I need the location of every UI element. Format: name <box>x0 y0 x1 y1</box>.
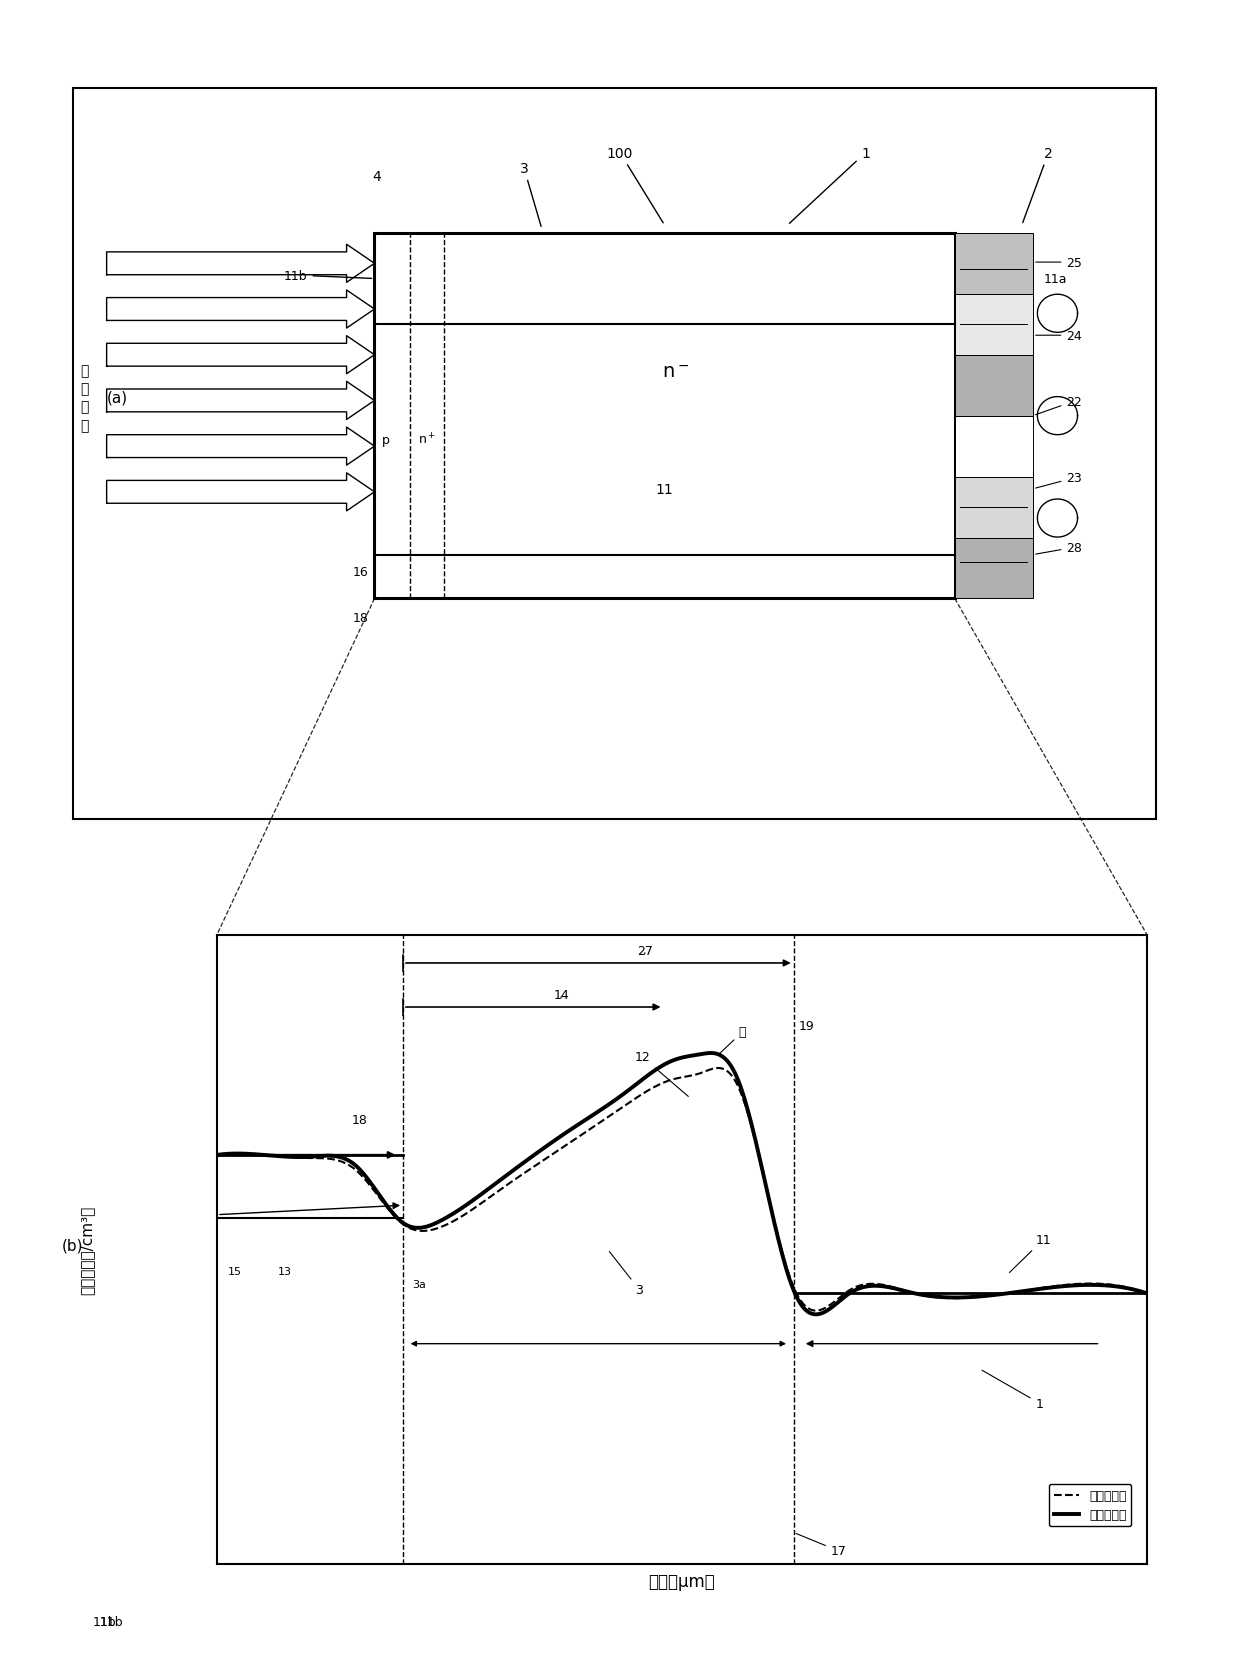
Text: 山: 山 <box>718 1026 746 1056</box>
Text: 23: 23 <box>1035 472 1083 488</box>
Bar <box>374 233 955 599</box>
Text: 18: 18 <box>353 612 370 626</box>
Text: 16: 16 <box>353 566 370 578</box>
Text: 100: 100 <box>606 147 663 223</box>
Bar <box>955 233 1033 295</box>
Text: (a): (a) <box>107 391 128 405</box>
Text: 3: 3 <box>609 1251 644 1296</box>
Text: 11: 11 <box>1009 1233 1052 1273</box>
Text: (b): (b) <box>62 1238 83 1253</box>
Text: n$^-$: n$^-$ <box>662 362 689 382</box>
Text: 11b: 11b <box>284 270 372 283</box>
Text: 24: 24 <box>1035 329 1083 343</box>
Text: 17: 17 <box>796 1534 847 1557</box>
Text: 11a: 11a <box>1044 273 1068 286</box>
Text: 11b: 11b <box>99 1615 123 1629</box>
Text: 18: 18 <box>352 1114 368 1127</box>
Text: p: p <box>382 434 389 447</box>
Bar <box>955 538 1033 599</box>
Text: 11: 11 <box>656 483 673 496</box>
Text: 2: 2 <box>1023 147 1053 223</box>
Text: 3a: 3a <box>412 1279 427 1289</box>
Text: n$^+$: n$^+$ <box>418 432 436 449</box>
Text: 12: 12 <box>635 1051 688 1097</box>
Text: 1: 1 <box>982 1370 1043 1410</box>
Bar <box>955 295 1033 356</box>
Text: 14: 14 <box>553 988 569 1001</box>
Legend: 无激光退火, 有激光退火: 无激光退火, 有激光退火 <box>1049 1485 1131 1526</box>
Text: 杂质浓度（/cm³）: 杂质浓度（/cm³） <box>79 1205 94 1294</box>
Bar <box>955 417 1033 477</box>
Text: 4: 4 <box>372 169 381 184</box>
Text: 1: 1 <box>790 147 870 223</box>
Text: 25: 25 <box>1035 257 1083 270</box>
X-axis label: 深度（μm）: 深度（μm） <box>649 1572 715 1590</box>
Text: 27: 27 <box>637 943 652 957</box>
Text: 3: 3 <box>520 162 541 227</box>
Text: 15: 15 <box>228 1266 242 1276</box>
Text: 19: 19 <box>799 1019 813 1033</box>
Bar <box>955 477 1033 538</box>
Bar <box>955 356 1033 417</box>
Text: 28: 28 <box>1035 541 1083 554</box>
Text: 22: 22 <box>1035 396 1083 415</box>
Text: 13: 13 <box>278 1266 291 1276</box>
Text: 质
子
注
入: 质 子 注 入 <box>81 364 88 432</box>
Text: 11b: 11b <box>93 1615 117 1629</box>
